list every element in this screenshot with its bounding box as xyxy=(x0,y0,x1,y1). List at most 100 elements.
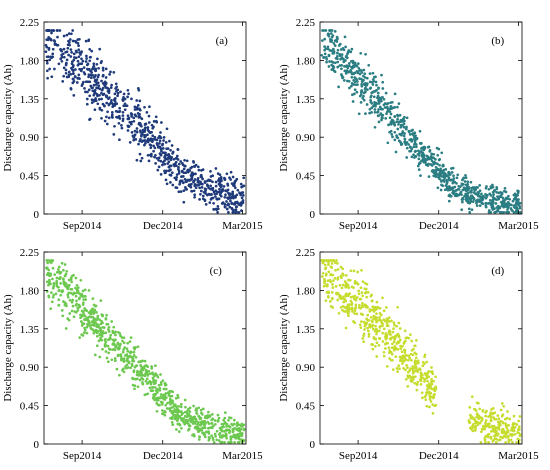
data-point xyxy=(340,286,344,290)
data-point xyxy=(72,58,76,62)
y-tick-label: 1.80 xyxy=(20,285,40,297)
data-point xyxy=(392,327,395,330)
data-point xyxy=(415,383,419,387)
data-point xyxy=(417,168,421,171)
data-point xyxy=(491,185,495,189)
data-point xyxy=(184,187,188,191)
data-point xyxy=(67,32,71,35)
data-point xyxy=(113,92,117,96)
data-point xyxy=(413,140,417,144)
data-point xyxy=(87,67,91,71)
data-point xyxy=(211,196,215,200)
data-point xyxy=(92,93,96,97)
data-point xyxy=(331,279,335,283)
data-point xyxy=(102,104,106,107)
data-point xyxy=(122,370,126,374)
data-point xyxy=(235,424,239,427)
data-point xyxy=(369,95,373,99)
data-point xyxy=(140,366,144,370)
data-point xyxy=(374,75,377,79)
data-point xyxy=(159,153,163,156)
data-point xyxy=(455,182,458,185)
data-point xyxy=(382,103,386,107)
data-point xyxy=(403,137,407,141)
data-point xyxy=(116,110,119,113)
data-point xyxy=(385,321,389,325)
data-point xyxy=(242,439,246,443)
data-point xyxy=(91,315,95,319)
data-point xyxy=(341,304,345,308)
data-point xyxy=(198,186,202,190)
data-point xyxy=(68,38,72,41)
data-point xyxy=(499,191,502,194)
data-point xyxy=(104,331,108,335)
data-point xyxy=(98,106,102,110)
data-point xyxy=(378,329,381,333)
data-point xyxy=(132,377,136,381)
data-point xyxy=(228,176,231,180)
data-point xyxy=(344,294,348,298)
data-point xyxy=(323,45,326,48)
data-point xyxy=(403,115,406,119)
data-point xyxy=(434,375,437,379)
data-point xyxy=(87,311,91,314)
data-point xyxy=(467,419,471,422)
data-point xyxy=(397,123,400,126)
data-point xyxy=(72,94,76,97)
data-point xyxy=(408,145,412,149)
data-point xyxy=(350,47,354,51)
data-point xyxy=(376,91,380,95)
data-point xyxy=(325,284,329,288)
data-point xyxy=(466,195,470,199)
data-point xyxy=(107,116,111,120)
data-point xyxy=(164,141,168,144)
data-point xyxy=(139,123,143,127)
data-point xyxy=(193,182,197,186)
data-point xyxy=(77,48,81,52)
data-point xyxy=(216,197,220,201)
data-point xyxy=(414,136,417,140)
data-point xyxy=(412,370,416,373)
data-point xyxy=(147,159,151,163)
data-point xyxy=(215,438,219,442)
data-point xyxy=(148,386,152,390)
data-point xyxy=(329,273,332,277)
data-point xyxy=(183,158,186,162)
data-point xyxy=(238,434,241,438)
data-point xyxy=(401,130,405,133)
data-point xyxy=(171,399,174,403)
data-point xyxy=(106,338,110,342)
data-point xyxy=(476,186,479,189)
data-point xyxy=(153,138,157,141)
data-point xyxy=(209,184,212,188)
data-point xyxy=(422,148,425,152)
data-point xyxy=(64,68,68,72)
data-point xyxy=(140,373,144,377)
data-point xyxy=(68,298,72,302)
data-point xyxy=(480,419,483,423)
data-point xyxy=(496,195,499,198)
data-point xyxy=(154,379,158,383)
data-point xyxy=(233,186,237,190)
data-point xyxy=(64,63,68,67)
data-point xyxy=(74,310,78,314)
data-point xyxy=(78,292,81,295)
data-point xyxy=(60,309,64,312)
data-point xyxy=(170,171,174,175)
data-point xyxy=(127,361,131,365)
x-tick-label: Mar2015 xyxy=(222,220,263,232)
data-point xyxy=(124,354,127,357)
data-point xyxy=(363,324,367,328)
data-point xyxy=(368,111,371,115)
data-point xyxy=(230,182,234,185)
x-tick-label: Sep2014 xyxy=(339,450,378,462)
data-point xyxy=(69,55,73,58)
data-point xyxy=(472,186,476,189)
data-point xyxy=(397,321,401,325)
data-point xyxy=(324,266,328,270)
data-point xyxy=(210,426,214,430)
data-point xyxy=(348,86,351,90)
data-point xyxy=(180,418,184,422)
data-point xyxy=(209,179,212,183)
